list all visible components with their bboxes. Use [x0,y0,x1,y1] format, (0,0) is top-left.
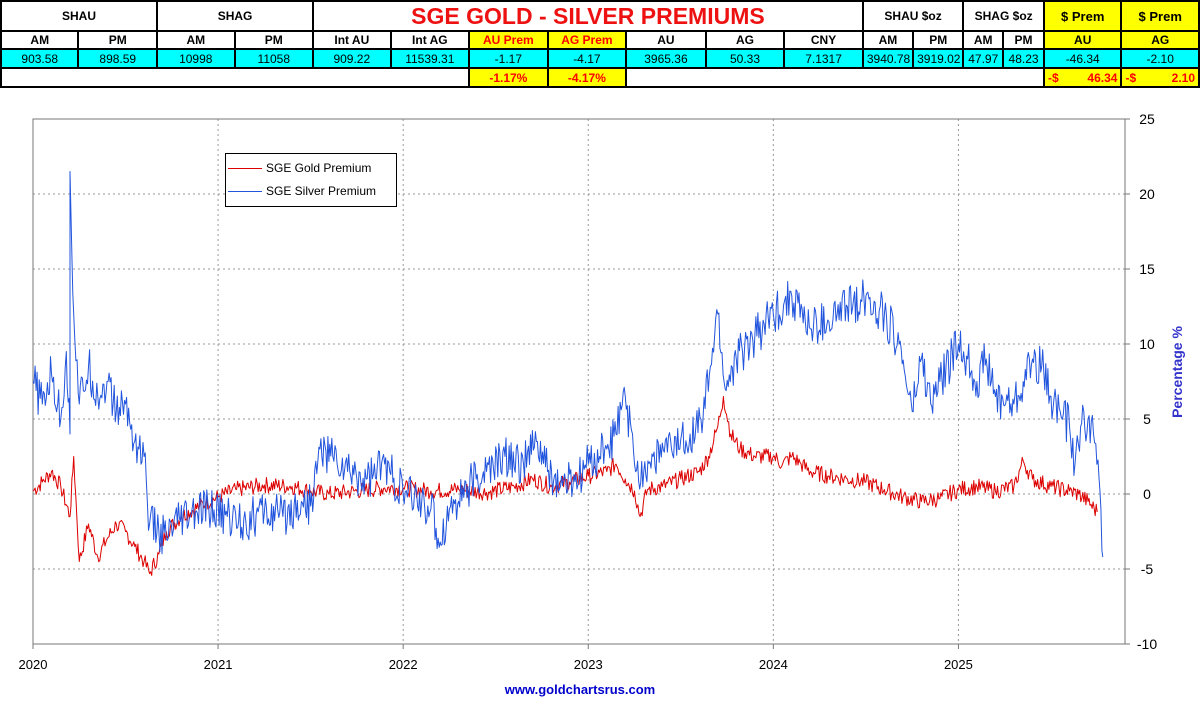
value-au: 3965.36 [625,48,707,69]
legend-item-silver: SGE Silver Premium [226,184,376,198]
header-au: AU [625,30,707,50]
y-tick-label: 10 [1139,336,1155,352]
header-shag-oz-pm: PM [1002,30,1045,50]
y-tick-label: 0 [1143,486,1151,502]
y-tick-label: 15 [1139,261,1155,277]
dollar-prem-ag-sign: -$ [1125,70,1137,85]
x-tick-label: 2024 [759,657,788,672]
legend-label-gold: SGE Gold Premium [266,161,372,175]
premium-summary-table: SHAU SHAG SGE GOLD - SILVER PREMIUMS SHA… [0,0,1200,88]
header-ag-prem: AG Prem [546,30,628,50]
value-shag-am: 10998 [156,48,236,69]
y-tick-label: -5 [1141,561,1154,577]
source-credit: www.goldchartsrus.com [504,682,656,697]
page-title: SGE GOLD - SILVER PREMIUMS [312,0,864,32]
x-tick-label: 2021 [204,657,233,672]
x-tick-label: 2023 [574,657,603,672]
blank-cell-left [0,67,471,88]
dollar-prem-ag-value: 2.10 [1171,70,1195,85]
dollar-prem-au-value: 46.34 [1087,70,1118,85]
header-dollar-prem-ag: AG [1120,30,1200,50]
header-shau-oz-pm: PM [912,30,965,50]
premium-summary-table-area: SHAU SHAG SGE GOLD - SILVER PREMIUMS SHA… [0,0,1200,100]
value-shag-pm: 11058 [233,48,315,69]
shau-group-header: SHAU [0,0,159,32]
header-int-au: Int AU [312,30,392,50]
legend-item-gold: SGE Gold Premium [226,161,371,175]
header-dollar-prem-au: AU [1042,30,1123,50]
header-shag-oz-am: AM [962,30,1005,50]
legend-swatch-gold [228,167,262,169]
header-shag-pm: PM [233,30,315,50]
value-shag-oz-am: 47.97 [962,48,1005,69]
header-shau-oz-am: AM [861,30,915,50]
value-dollar-prem-au: -46.34 [1042,48,1123,69]
value-dollar-prem-ag: -2.10 [1120,48,1200,69]
value-shag-oz-pm: 48.23 [1002,48,1045,69]
y-tick-label: 20 [1139,186,1155,202]
dollar-prem-au-sign: -$ [1047,70,1059,85]
legend-label-silver: SGE Silver Premium [266,184,377,198]
x-tick-label: 2022 [389,657,418,672]
y-tick-label: 25 [1139,111,1155,127]
dollar-prem-au-cell: -$ 46.34 [1042,67,1123,88]
shau-oz-group-header: SHAU $oz [861,0,965,32]
value-cny: 7.1317 [783,48,864,69]
value-int-au: 909.22 [312,48,392,69]
chart-background [0,100,1200,714]
value-shau-oz-am: 3940.78 [861,48,915,69]
y-tick-label: 5 [1143,411,1151,427]
shag-group-header: SHAG [156,0,315,32]
prem-ag-group-header: $ Prem [1120,0,1200,32]
header-shau-pm: PM [77,30,159,50]
x-tick-label: 2020 [19,657,48,672]
value-shau-am: 903.58 [0,48,80,69]
y-axis-label: Percentage % [1169,326,1185,418]
au-prem-percent: -1.17% [468,67,549,88]
shag-oz-group-header: SHAG $oz [962,0,1045,32]
header-cny: CNY [783,30,864,50]
dollar-prem-ag-cell: -$ 2.10 [1120,67,1200,88]
header-ag: AG [704,30,786,50]
value-ag: 50.33 [704,48,786,69]
value-shau-pm: 898.59 [77,48,159,69]
chart-series [32,171,1104,576]
value-shau-oz-pm: 3919.02 [912,48,965,69]
y-tick-label: -10 [1137,636,1157,652]
x-tick-label: 2025 [944,657,973,672]
prem-au-group-header: $ Prem [1042,0,1123,32]
header-shag-am: AM [156,30,236,50]
legend-swatch-silver [228,190,262,192]
value-ag-prem: -4.17 [546,48,628,69]
premium-chart-area: 2020 2021 2022 2023 2024 2025 -10 -5 0 5 10 15 20 25… [0,100,1200,714]
ag-prem-percent: -4.17% [546,67,628,88]
x-axis-ticks: 2020 2021 2022 2023 2024 2025 [19,644,973,672]
header-int-ag: Int AG [389,30,471,50]
value-au-prem: -1.17 [468,48,549,69]
header-au-prem: AU Prem [468,30,549,50]
y-axis-ticks: -10 -5 0 5 10 15 20 25 [1125,111,1157,652]
blank-cell-right [625,67,1045,88]
series-line-silver [32,171,1104,558]
header-shau-am: AM [0,30,80,50]
chart-grid [33,119,1125,644]
value-int-ag: 11539.31 [389,48,471,69]
chart-legend: SGE Gold Premium SGE Silver Premium [225,153,397,207]
